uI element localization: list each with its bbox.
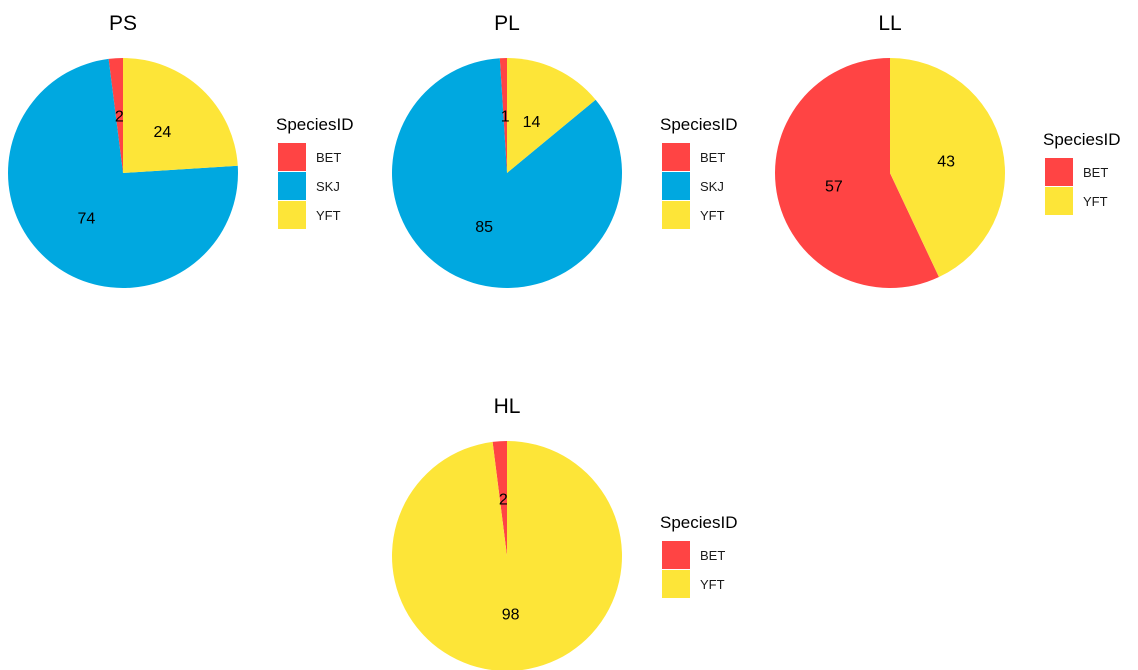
- legend-key-yft: [278, 201, 306, 229]
- legend-key-yft: [662, 201, 690, 229]
- legend-label-yft: YFT: [1083, 194, 1108, 209]
- pie-slice-yft: [123, 58, 238, 173]
- legend-key-skj: [662, 172, 690, 200]
- pie-panel-hl: HL 2 98 SpeciesID BET YFT: [392, 395, 737, 670]
- legend-label-bet: BET: [700, 548, 725, 563]
- legend: SpeciesID BET SKJ YFT: [660, 115, 737, 229]
- pie-slice-yft: [392, 441, 622, 670]
- pie-slice-skj: [8, 58, 239, 288]
- chart-title: PL: [494, 12, 520, 35]
- legend-label-skj: SKJ: [700, 179, 724, 194]
- slice-label-skj: 74: [77, 210, 95, 227]
- pie-slice-bet: [108, 58, 123, 173]
- chart-title: LL: [878, 12, 901, 35]
- chart-title: HL: [494, 395, 521, 418]
- pie-panel-ps: PS 2 74 24 SpeciesID BET SKJ YFT: [8, 12, 353, 288]
- pie-slice-bet: [774, 58, 939, 288]
- legend-label-yft: YFT: [316, 208, 341, 223]
- legend-title: SpeciesID: [276, 115, 353, 134]
- pie-panel-pl: PL 1 85 14 SpeciesID BET SKJ YFT: [391, 12, 737, 288]
- pie-slice-skj: [391, 58, 622, 288]
- slice-label-bet: 2: [115, 109, 124, 126]
- legend-label-bet: BET: [316, 150, 341, 165]
- legend-key-bet: [278, 143, 306, 171]
- pie-panel-ll: LL 57 43 SpeciesID BET YFT: [774, 12, 1120, 288]
- legend-key-bet: [1045, 158, 1073, 186]
- chart-title: PS: [109, 12, 137, 35]
- pie-slice-yft: [890, 58, 1005, 278]
- legend-label-bet: BET: [1083, 165, 1108, 180]
- legend-label-skj: SKJ: [316, 179, 340, 194]
- legend: SpeciesID BET YFT: [660, 513, 737, 598]
- slice-label-skj: 85: [475, 219, 493, 236]
- legend-title: SpeciesID: [1043, 130, 1120, 149]
- legend: SpeciesID BET SKJ YFT: [276, 115, 353, 229]
- legend-label-yft: YFT: [700, 208, 725, 223]
- pie-slice-yft: [507, 58, 596, 173]
- legend-label-bet: BET: [700, 150, 725, 165]
- legend: SpeciesID BET YFT: [1043, 130, 1120, 215]
- slice-label-yft: 43: [937, 153, 955, 170]
- legend-label-yft: YFT: [700, 577, 725, 592]
- slice-label-bet: 57: [825, 179, 843, 196]
- slice-label-yft: 98: [502, 606, 520, 623]
- legend-key-skj: [278, 172, 306, 200]
- legend-key-bet: [662, 541, 690, 569]
- legend-title: SpeciesID: [660, 115, 737, 134]
- legend-title: SpeciesID: [660, 513, 737, 532]
- legend-key-yft: [662, 570, 690, 598]
- legend-key-yft: [1045, 187, 1073, 215]
- slice-label-bet: 1: [501, 109, 510, 126]
- legend-key-bet: [662, 143, 690, 171]
- slice-label-yft: 24: [153, 124, 171, 141]
- pie-slice-bet: [499, 58, 507, 173]
- slice-label-bet: 2: [499, 492, 508, 509]
- slice-label-yft: 14: [523, 114, 541, 131]
- pie-slice-bet: [492, 441, 507, 556]
